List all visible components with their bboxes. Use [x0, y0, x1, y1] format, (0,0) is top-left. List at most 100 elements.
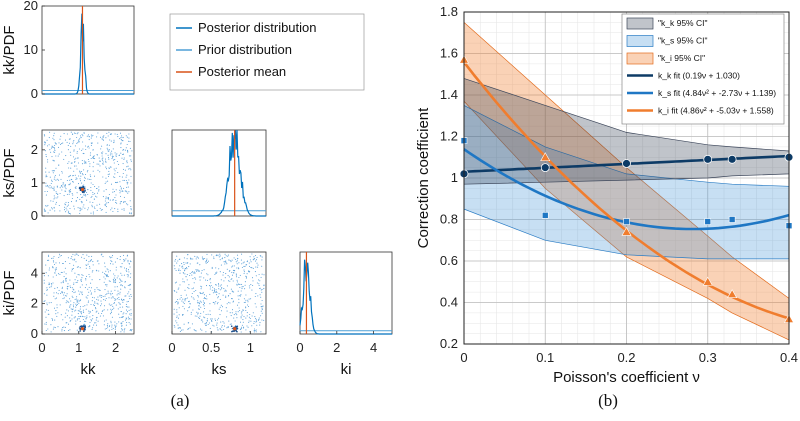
prior-sample-point: [216, 327, 218, 329]
prior-sample-point: [116, 323, 118, 325]
prior-sample-point: [121, 322, 123, 324]
prior-sample-point: [55, 191, 57, 193]
prior-sample-point: [66, 286, 68, 288]
prior-sample-point: [215, 267, 217, 269]
prior-sample-point: [189, 306, 191, 308]
prior-sample-point: [120, 143, 122, 145]
posterior-sample-point: [80, 325, 83, 328]
prior-sample-point: [51, 170, 53, 172]
prior-sample-point: [199, 328, 202, 330]
prior-sample-point: [108, 144, 110, 146]
prior-sample-point: [128, 309, 130, 311]
prior-sample-point: [88, 160, 90, 163]
prior-sample-point: [98, 270, 100, 272]
prior-sample-point: [200, 312, 202, 314]
prior-sample-point: [53, 207, 55, 209]
prior-sample-point: [101, 312, 103, 315]
prior-sample-point: [217, 329, 219, 331]
prior-sample-point: [78, 274, 80, 276]
prior-sample-point: [125, 258, 127, 260]
prior-sample-point: [194, 272, 196, 274]
prior-sample-point: [183, 263, 185, 266]
prior-sample-point: [263, 274, 265, 276]
prior-sample-point: [188, 288, 190, 290]
prior-sample-point: [186, 297, 188, 299]
prior-sample-point: [129, 313, 131, 315]
prior-sample-point: [201, 329, 203, 331]
prior-sample-point: [235, 261, 237, 263]
prior-sample-point: [65, 280, 67, 282]
prior-sample-point: [123, 331, 125, 333]
prior-sample-point: [62, 319, 64, 321]
prior-sample-point: [90, 176, 92, 178]
prior-sample-point: [75, 165, 77, 167]
prior-sample-point: [242, 309, 244, 311]
prior-sample-point: [255, 259, 258, 261]
prior-sample-point: [114, 197, 116, 199]
prior-sample-point: [261, 307, 263, 309]
prior-sample-point: [250, 261, 252, 263]
prior-sample-point: [245, 307, 247, 309]
prior-sample-point: [130, 318, 132, 320]
prior-sample-point: [103, 320, 106, 322]
prior-sample-point: [90, 259, 92, 261]
prior-sample-point: [245, 329, 247, 331]
prior-sample-point: [222, 294, 224, 296]
prior-sample-point: [129, 285, 131, 287]
prior-sample-point: [56, 185, 58, 187]
prior-sample-point: [104, 284, 107, 286]
prior-sample-point: [83, 169, 85, 171]
prior-sample-point: [128, 168, 130, 170]
prior-sample-point: [119, 192, 121, 194]
prior-sample-point: [182, 314, 184, 316]
prior-sample-point: [116, 153, 118, 155]
prior-sample-point: [260, 331, 262, 333]
prior-sample-point: [61, 143, 63, 145]
prior-sample-point: [122, 190, 124, 192]
prior-sample-point: [51, 179, 53, 181]
prior-sample-point: [77, 310, 79, 312]
prior-sample-point: [96, 136, 98, 138]
prior-sample-point: [120, 142, 122, 144]
prior-sample-point: [112, 159, 115, 161]
prior-sample-point: [184, 273, 186, 275]
prior-sample-point: [45, 205, 47, 207]
prior-sample-point: [54, 327, 56, 329]
prior-sample-point: [88, 261, 90, 263]
prior-sample-point: [212, 324, 214, 326]
prior-sample-point: [238, 262, 240, 264]
prior-sample-point: [119, 203, 121, 205]
prior-sample-point: [48, 186, 50, 188]
prior-sample-point: [112, 305, 114, 308]
prior-sample-point: [203, 277, 205, 279]
prior-sample-point: [185, 266, 188, 269]
prior-sample-point: [94, 301, 96, 303]
prior-sample-point: [68, 190, 70, 192]
prior-sample-point: [261, 288, 263, 291]
prior-sample-point: [113, 168, 115, 170]
prior-sample-point: [241, 326, 243, 328]
prior-sample-point: [114, 298, 116, 300]
prior-sample-point: [125, 268, 128, 270]
prior-sample-point: [190, 311, 192, 313]
prior-sample-point: [85, 259, 88, 261]
prior-sample-point: [202, 321, 204, 323]
prior-sample-point: [231, 312, 233, 314]
prior-sample-point: [233, 317, 235, 319]
prior-sample-point: [59, 273, 61, 275]
ytick-label-b: 0.8: [440, 212, 458, 227]
prior-sample-point: [94, 186, 96, 188]
prior-sample-point: [260, 310, 262, 312]
prior-sample-point: [66, 295, 68, 297]
prior-sample-point: [114, 324, 116, 326]
prior-sample-point: [55, 203, 57, 205]
prior-sample-point: [116, 182, 118, 184]
prior-sample-point: [184, 298, 186, 300]
prior-sample-point: [55, 155, 57, 157]
prior-sample-point: [211, 320, 213, 322]
prior-sample-point: [51, 284, 53, 286]
prior-sample-point: [91, 206, 93, 208]
prior-sample-point: [205, 324, 207, 326]
prior-sample-point: [85, 162, 87, 164]
prior-sample-point: [202, 259, 204, 261]
